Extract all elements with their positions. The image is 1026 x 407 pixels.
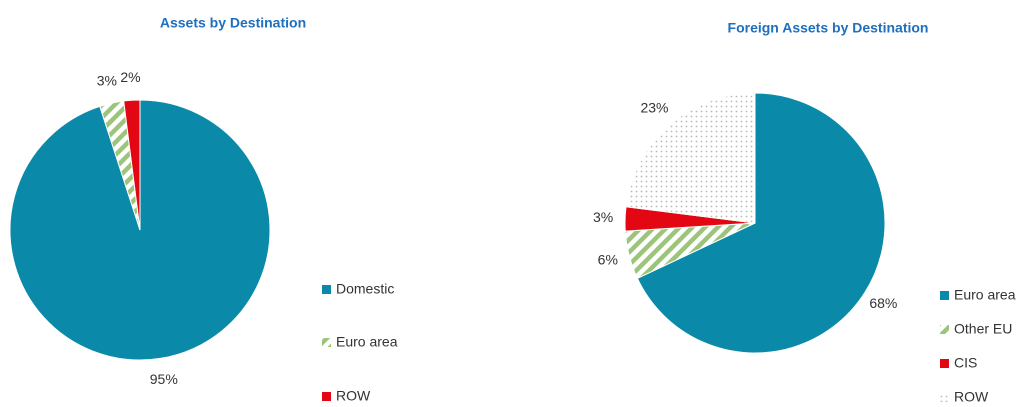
value-label: 2% xyxy=(120,69,140,85)
chart-title: Assets by Destination xyxy=(160,15,306,31)
legend-label: Euro area xyxy=(954,287,1016,303)
legend-swatch xyxy=(322,338,331,347)
pie-slice xyxy=(123,99,141,231)
value-label: 95% xyxy=(150,371,178,387)
legend-label: ROW xyxy=(954,389,989,405)
pie-slice xyxy=(625,92,756,224)
value-label: 6% xyxy=(598,252,618,268)
legend-label: Other EU xyxy=(954,321,1012,337)
chart-title: Foreign Assets by Destination xyxy=(728,20,929,36)
legend-swatch xyxy=(940,359,949,368)
value-label: 3% xyxy=(593,209,613,225)
legend-swatch xyxy=(940,393,949,402)
value-label: 23% xyxy=(640,100,668,116)
legend-swatch xyxy=(322,392,331,401)
legend-label: ROW xyxy=(336,388,371,404)
value-label: 3% xyxy=(97,72,117,88)
legend-label: Euro area xyxy=(336,334,398,350)
legend-label: Domestic xyxy=(336,281,394,297)
pie-slice xyxy=(636,92,886,354)
legend-swatch xyxy=(940,325,949,334)
value-label: 68% xyxy=(869,295,897,311)
legend-label: CIS xyxy=(954,355,977,371)
legend-swatch xyxy=(322,285,331,294)
legend-swatch xyxy=(940,291,949,300)
